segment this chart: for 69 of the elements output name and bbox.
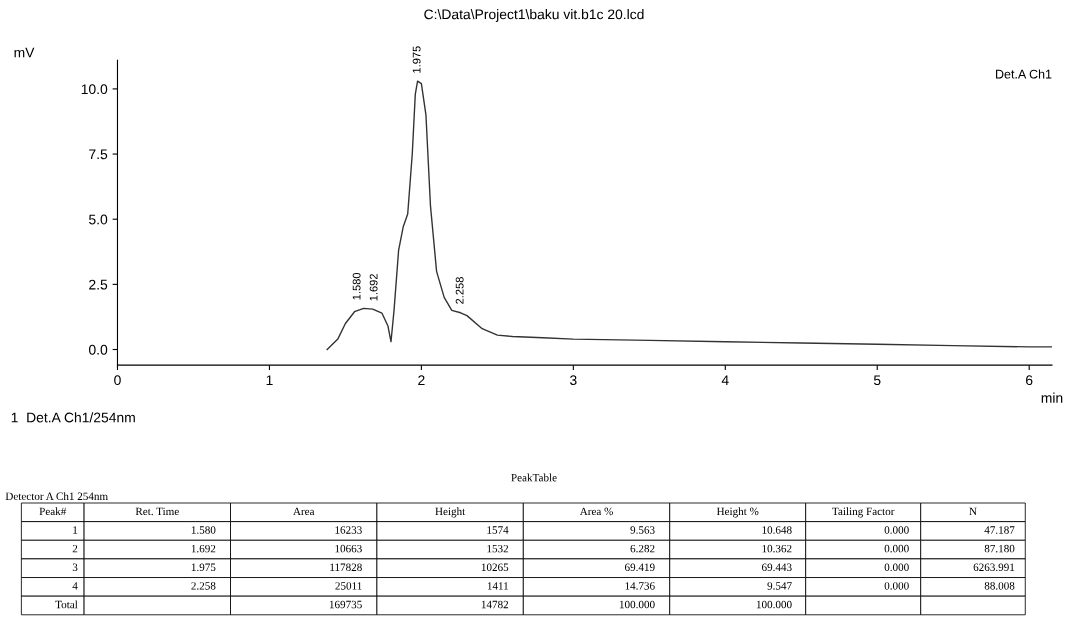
text: 87.180 (984, 544, 1015, 553)
x-axis-title: min (1041, 392, 1063, 403)
y-tick-label: 10.0 (81, 84, 108, 95)
text: 2 (72, 544, 78, 553)
x-tick-label: 0 (114, 375, 121, 386)
text: 10.362 (762, 544, 792, 553)
text: 0.000 (884, 582, 909, 590)
text: 4 (72, 582, 78, 590)
y-tick-label: 5.0 (89, 214, 108, 225)
text: 2.258 (191, 582, 216, 590)
x-tick-label: 4 (721, 375, 729, 385)
text: Area (293, 507, 315, 516)
text: Area % (579, 507, 613, 516)
text: 0.000 (884, 544, 909, 553)
annotation: Det.A Ch1 (996, 69, 1052, 79)
text: 117828 (330, 563, 362, 571)
text: 14.736 (625, 582, 655, 590)
text: 10.648 (762, 526, 792, 534)
y-tick-label: 2.5 (89, 279, 108, 290)
text: 16233 (335, 526, 362, 534)
text: PeakTable (511, 473, 557, 482)
text: 1.692 (191, 544, 216, 553)
text: 1 Det.A Ch1/254nm (11, 412, 135, 423)
text: Detector A Ch1 254nm (5, 492, 108, 501)
text: 69.419 (625, 563, 655, 572)
x-tick-label: 6 (1026, 375, 1033, 386)
text: 0.000 (884, 526, 909, 534)
text: Ret. Time (135, 507, 179, 516)
text: 6263.991 (973, 563, 1015, 572)
text: 1574 (487, 526, 509, 534)
x-tick-label: 3 (570, 375, 577, 386)
text: 9.563 (630, 526, 655, 534)
annotation: 1.975 (412, 46, 421, 73)
text: 3 (72, 563, 78, 571)
text: 100.000 (756, 600, 792, 609)
text: 1532 (487, 544, 509, 553)
text: 0.000 (884, 563, 909, 572)
x-tick-label: 5 (873, 375, 881, 386)
text: Tailing Factor (832, 507, 895, 518)
chart-title: C:\Data\Project1\baku vit.b1c 20.lcd (424, 9, 644, 22)
annotation: 1.580 (352, 272, 361, 300)
text: N (969, 507, 977, 515)
line-series (326, 80, 1052, 351)
text: 10663 (335, 544, 362, 553)
text: 14782 (481, 600, 509, 609)
y-tick-label: 0.0 (88, 344, 108, 355)
text: Peak# (39, 507, 67, 516)
text: 47.187 (984, 526, 1015, 534)
annotation: 1.692 (369, 274, 378, 301)
annotation: 2.258 (455, 277, 464, 304)
text: 69.443 (762, 563, 792, 572)
text: Total (55, 600, 78, 609)
x-tick-label: 1 (266, 375, 273, 385)
text: 1411 (487, 582, 509, 590)
text: 6.282 (630, 544, 655, 553)
text: 169735 (329, 600, 362, 609)
text: Height (435, 507, 466, 518)
text: 88.008 (984, 582, 1015, 590)
text: 9.547 (767, 582, 792, 590)
y-axis-title: mV (14, 47, 35, 58)
text: 25011 (335, 582, 362, 590)
text: 1.975 (191, 563, 216, 572)
text: 1.580 (191, 526, 216, 534)
text: 1 (73, 526, 78, 534)
x-tick-label: 2 (418, 375, 425, 385)
text: 10265 (481, 563, 509, 571)
text: 100.000 (619, 600, 655, 609)
y-tick-label: 7.5 (89, 149, 108, 160)
text: Height % (716, 507, 759, 518)
